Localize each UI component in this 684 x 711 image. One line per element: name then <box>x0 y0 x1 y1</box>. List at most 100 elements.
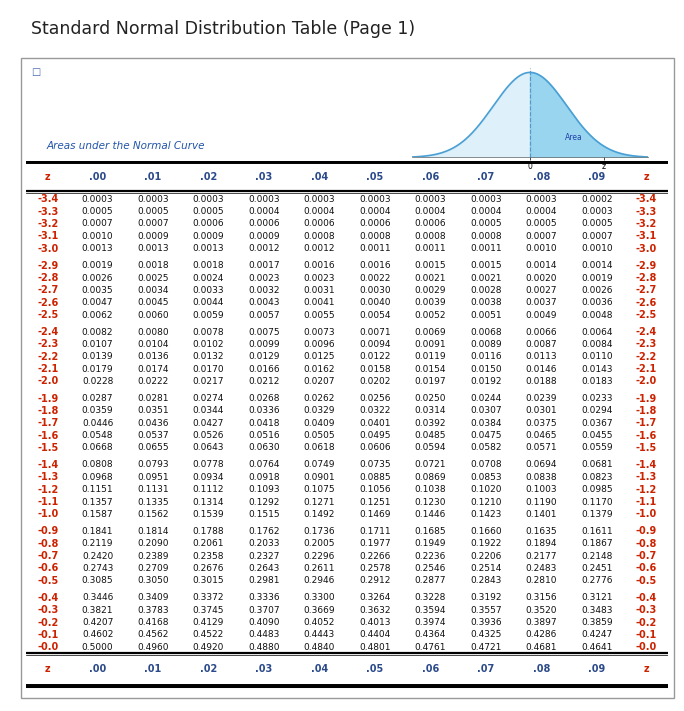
Text: .08: .08 <box>533 172 550 182</box>
Text: .09: .09 <box>588 172 605 182</box>
Text: 0.4880: 0.4880 <box>248 643 280 652</box>
Text: .05: .05 <box>366 172 384 182</box>
Text: 0.2236: 0.2236 <box>415 552 446 560</box>
Text: 0.4168: 0.4168 <box>137 618 169 627</box>
Text: 0.1230: 0.1230 <box>415 498 446 506</box>
Text: -1.3: -1.3 <box>38 472 59 482</box>
Text: 0.1867: 0.1867 <box>581 539 612 548</box>
Text: -0.9: -0.9 <box>635 526 657 536</box>
Text: 0.0136: 0.0136 <box>137 352 169 361</box>
Text: 0.0262: 0.0262 <box>304 394 335 403</box>
Text: 0.0307: 0.0307 <box>470 407 501 415</box>
Text: 0.0091: 0.0091 <box>415 340 446 349</box>
Text: 0.0018: 0.0018 <box>137 261 169 270</box>
Text: .04: .04 <box>311 664 328 674</box>
Text: 0.0901: 0.0901 <box>304 473 335 482</box>
Text: 0.4404: 0.4404 <box>359 631 391 639</box>
Text: 0.2389: 0.2389 <box>137 552 169 560</box>
Text: .04: .04 <box>311 172 328 182</box>
Text: 0.0015: 0.0015 <box>470 261 501 270</box>
Text: 0.0485: 0.0485 <box>415 431 446 440</box>
Text: 0.0004: 0.0004 <box>470 207 501 216</box>
Text: 0.0122: 0.0122 <box>359 352 391 361</box>
Text: 0.0007: 0.0007 <box>525 232 557 241</box>
Text: 0.0020: 0.0020 <box>525 274 557 282</box>
Text: 0.0064: 0.0064 <box>581 328 612 336</box>
Text: 0.0274: 0.0274 <box>193 394 224 403</box>
Text: 0.1210: 0.1210 <box>470 498 501 506</box>
Text: 0.3745: 0.3745 <box>193 606 224 615</box>
Text: -2.9: -2.9 <box>38 261 59 271</box>
Text: 0.0985: 0.0985 <box>581 485 612 494</box>
Text: -2.1: -2.1 <box>38 364 59 374</box>
Text: 0.0003: 0.0003 <box>525 195 557 204</box>
Text: 0.2912: 0.2912 <box>359 577 391 585</box>
Text: 0.0026: 0.0026 <box>82 274 114 282</box>
Text: □: □ <box>31 67 40 77</box>
Text: 0.3897: 0.3897 <box>525 618 557 627</box>
Text: 0.0059: 0.0059 <box>193 311 224 319</box>
Text: 0.4364: 0.4364 <box>415 631 446 639</box>
Text: z: z <box>45 664 51 674</box>
Text: -3.2: -3.2 <box>38 219 59 229</box>
Text: .02: .02 <box>200 664 217 674</box>
Text: 0.1292: 0.1292 <box>248 498 280 506</box>
Text: 0.0174: 0.0174 <box>137 365 169 374</box>
Text: 0.0029: 0.0029 <box>415 286 446 295</box>
Text: 0.4052: 0.4052 <box>304 618 335 627</box>
Text: 0.2061: 0.2061 <box>193 539 224 548</box>
Text: .06: .06 <box>422 664 439 674</box>
Text: -0.8: -0.8 <box>635 539 657 549</box>
Text: -0.1: -0.1 <box>635 630 657 640</box>
Text: 0.1151: 0.1151 <box>82 485 114 494</box>
Text: -1.4: -1.4 <box>635 460 657 470</box>
Text: 0.3594: 0.3594 <box>415 606 446 615</box>
Text: -3.4: -3.4 <box>38 194 59 204</box>
Text: 0.0052: 0.0052 <box>415 311 446 319</box>
Text: -2.9: -2.9 <box>635 261 657 271</box>
Text: 0.1587: 0.1587 <box>82 510 114 519</box>
Text: 0.1562: 0.1562 <box>137 510 169 519</box>
Text: -0.2: -0.2 <box>38 618 59 628</box>
Text: 0.0202: 0.0202 <box>359 377 391 386</box>
Text: 0.4960: 0.4960 <box>137 643 169 652</box>
Text: 0.0125: 0.0125 <box>304 352 335 361</box>
Text: 0.1788: 0.1788 <box>193 527 224 536</box>
Text: 0.4325: 0.4325 <box>470 631 501 639</box>
Text: 0.3859: 0.3859 <box>581 618 612 627</box>
Text: 0.0003: 0.0003 <box>248 195 280 204</box>
Text: 0.0336: 0.0336 <box>248 407 280 415</box>
Text: 0.0119: 0.0119 <box>415 352 446 361</box>
Text: .03: .03 <box>255 172 272 182</box>
Text: 0.0322: 0.0322 <box>359 407 391 415</box>
Text: -1.3: -1.3 <box>635 472 657 482</box>
Text: 0.1841: 0.1841 <box>82 527 114 536</box>
Text: 0.0384: 0.0384 <box>470 419 501 428</box>
Text: 0.1112: 0.1112 <box>193 485 224 494</box>
Text: -2.2: -2.2 <box>38 352 59 362</box>
Text: -0.7: -0.7 <box>38 551 59 561</box>
Text: 0.4602: 0.4602 <box>82 631 114 639</box>
Text: 0.2981: 0.2981 <box>248 577 280 585</box>
Text: 0.0694: 0.0694 <box>525 461 557 469</box>
Text: 0.0003: 0.0003 <box>581 207 612 216</box>
Text: 0.3192: 0.3192 <box>470 594 501 602</box>
Text: 0.0094: 0.0094 <box>359 340 391 349</box>
Text: 0.0351: 0.0351 <box>137 407 169 415</box>
Text: -0.9: -0.9 <box>38 526 59 536</box>
Text: 0.1075: 0.1075 <box>304 485 335 494</box>
Text: z: z <box>45 172 51 182</box>
Text: -2.6: -2.6 <box>635 298 657 308</box>
Text: 0.4801: 0.4801 <box>359 643 391 652</box>
Text: .09: .09 <box>588 664 605 674</box>
Text: 0.2877: 0.2877 <box>415 577 446 585</box>
Text: 0.0057: 0.0057 <box>248 311 280 319</box>
Text: -1.8: -1.8 <box>37 406 59 416</box>
Text: 0.0099: 0.0099 <box>248 340 280 349</box>
Text: 0.0007: 0.0007 <box>82 220 114 228</box>
Text: 0.0021: 0.0021 <box>470 274 501 282</box>
Text: .00: .00 <box>89 664 106 674</box>
Text: 0.0003: 0.0003 <box>415 195 446 204</box>
Text: 0.0708: 0.0708 <box>470 461 501 469</box>
Text: 0.2676: 0.2676 <box>193 564 224 573</box>
